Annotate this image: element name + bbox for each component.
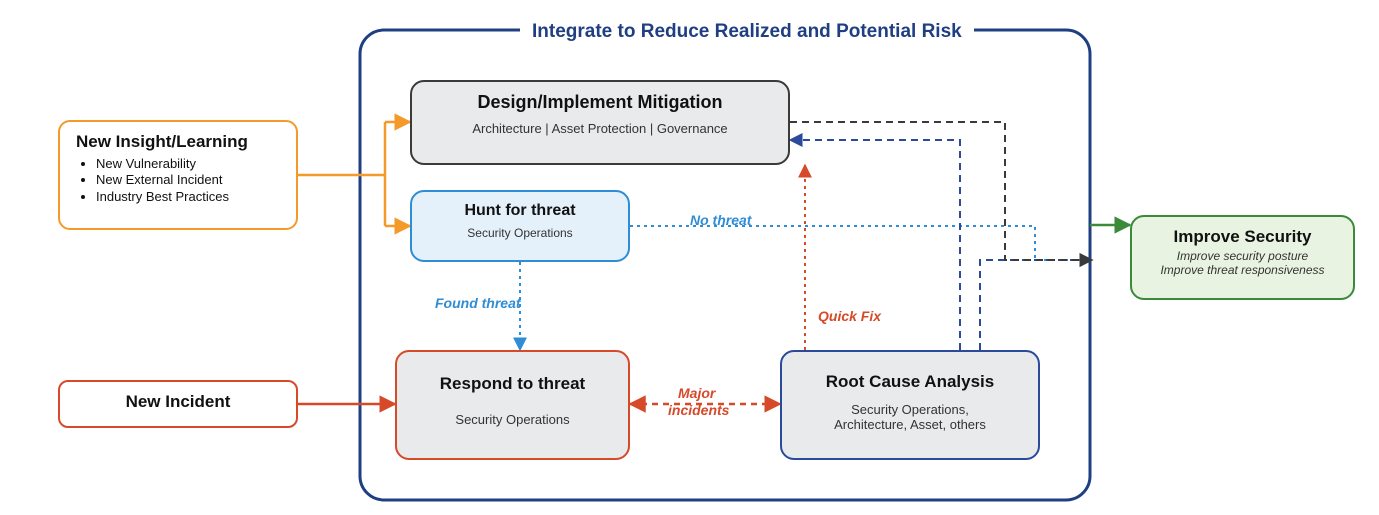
node-respond-title: Respond to threat (413, 374, 612, 394)
label-major-1: Major (678, 385, 715, 401)
node-incident: New Incident (58, 380, 298, 428)
node-respond: Respond to threat Security Operations (395, 350, 630, 460)
node-mitigation-sub: Architecture | Asset Protection | Govern… (428, 121, 772, 136)
bullet-item: New External Incident (96, 172, 280, 188)
node-improve: Improve Security Improve security postur… (1130, 215, 1355, 300)
bullet-item: New Vulnerability (96, 156, 280, 172)
diagram-stage: { "diagram": { "type": "flowchart", "can… (0, 0, 1379, 515)
node-insight-title: New Insight/Learning (76, 132, 280, 152)
label-major-2: incidents (668, 402, 729, 418)
label-found-threat: Found threat (435, 295, 521, 311)
node-hunt-title: Hunt for threat (428, 202, 612, 220)
node-mitigation-title: Design/Implement Mitigation (428, 92, 772, 113)
edge-no-threat (630, 226, 1092, 260)
label-quick-fix: Quick Fix (818, 308, 881, 324)
label-no-threat: No threat (690, 212, 751, 228)
node-insight-bullets: New Vulnerability New External Incident … (76, 156, 280, 205)
bullet-item: Industry Best Practices (96, 189, 280, 205)
node-mitigation: Design/Implement Mitigation Architecture… (410, 80, 790, 165)
node-incident-title: New Incident (76, 392, 280, 412)
node-rca: Root Cause Analysis Security Operations,… (780, 350, 1040, 460)
node-insight: New Insight/Learning New Vulnerability N… (58, 120, 298, 230)
node-hunt-sub: Security Operations (428, 226, 612, 240)
node-respond-sub: Security Operations (413, 412, 612, 427)
node-rca-title: Root Cause Analysis (798, 372, 1022, 392)
node-improve-sub2: Improve threat responsiveness (1148, 263, 1337, 277)
node-hunt: Hunt for threat Security Operations (410, 190, 630, 262)
node-improve-title: Improve Security (1148, 227, 1337, 247)
node-improve-sub1: Improve security posture (1148, 249, 1337, 263)
container-title: Integrate to Reduce Realized and Potenti… (520, 21, 974, 43)
edge-mitigation-to-improve (790, 122, 1092, 260)
edge-rca-to-improve (980, 260, 1092, 350)
node-rca-sub: Security Operations, Architecture, Asset… (798, 402, 1022, 432)
